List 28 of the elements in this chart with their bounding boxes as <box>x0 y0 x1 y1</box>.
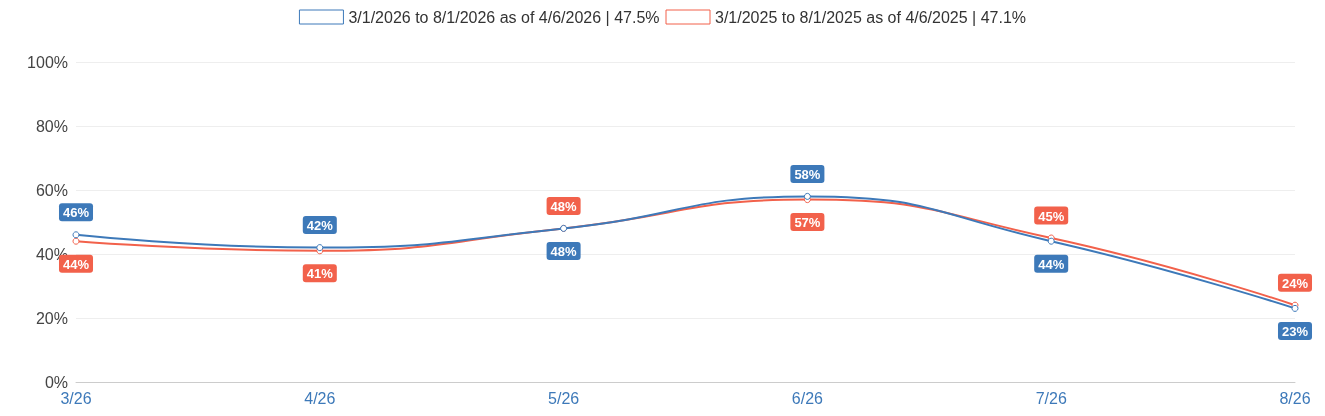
y-tick-label: 0% <box>44 373 68 391</box>
x-tick-label: 8/26 <box>1279 389 1311 407</box>
y-tick-label: 20% <box>35 309 68 327</box>
data-label: 44% <box>62 256 90 272</box>
data-label: 24% <box>1281 275 1309 291</box>
data-label: 45% <box>1038 208 1065 224</box>
data-label: 46% <box>62 205 90 221</box>
y-tick-label: 100% <box>27 53 68 71</box>
y-tick-label: 60% <box>35 181 68 199</box>
x-tick-label: 6/26 <box>791 389 824 407</box>
point <box>72 231 80 239</box>
data-label: 58% <box>794 166 821 182</box>
data-label: 48% <box>550 243 578 259</box>
data-label: 44% <box>1038 256 1065 272</box>
data-label: 41% <box>306 266 334 282</box>
data-label: 57% <box>794 215 821 231</box>
x-tick-label: 5/26 <box>548 389 580 407</box>
data-label: 42% <box>306 218 334 234</box>
data-label: 48% <box>550 198 578 214</box>
y-tick-label: 80% <box>35 117 68 135</box>
x-tick-label: 4/26 <box>304 389 336 407</box>
x-tick-label: 7/26 <box>1035 389 1067 407</box>
point <box>72 237 80 245</box>
x-tick-label: 3/26 <box>60 389 92 407</box>
point <box>803 192 811 200</box>
data-label: 23% <box>1281 323 1309 339</box>
legend-label: 3/1/2025 to 8/1/2025 as of 4/6/2025 | 47.1% <box>715 8 1027 26</box>
legend-label: 3/1/2026 to 8/1/2026 as of 4/6/2026 | 47.5% <box>348 8 660 26</box>
